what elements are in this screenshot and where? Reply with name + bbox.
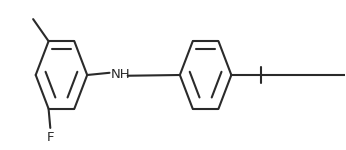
Text: NH: NH xyxy=(111,68,131,81)
Text: F: F xyxy=(47,131,54,144)
